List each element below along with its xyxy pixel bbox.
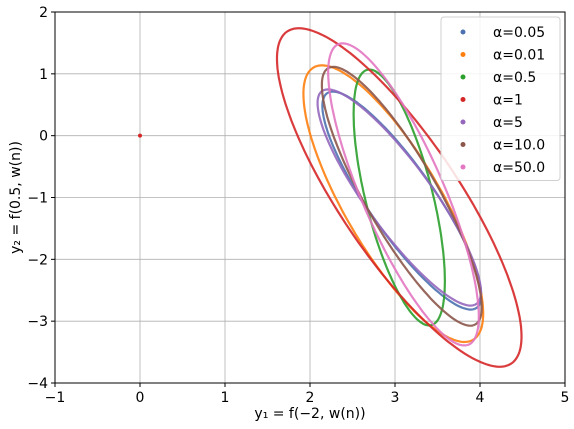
x-tick-label: 5 — [561, 390, 570, 406]
legend-label: α=10.0 — [493, 138, 545, 154]
series-ellipse — [275, 27, 523, 368]
legend-label: α=50.0 — [493, 160, 545, 176]
series-layer — [138, 27, 523, 368]
legend-marker — [460, 119, 466, 125]
legend-label: α=0.05 — [493, 25, 545, 41]
x-tick-label: 3 — [391, 390, 400, 406]
x-tick-label: 2 — [306, 390, 315, 406]
legend-marker — [460, 29, 466, 35]
legend-marker — [460, 52, 466, 57]
legend-marker — [460, 142, 466, 147]
series-ellipse — [327, 42, 480, 347]
y-tick-label: −1 — [27, 191, 48, 207]
x-tick-label: 4 — [476, 390, 485, 406]
y-axis-label: y₂ = f(0.5, w(n)) — [8, 141, 24, 254]
legend-marker — [460, 74, 466, 80]
x-tick-label: −1 — [45, 390, 66, 406]
x-tick-label: 0 — [136, 390, 145, 406]
y-tick-label: 2 — [39, 5, 48, 21]
legend-box — [440, 16, 561, 181]
y-tick-label: 0 — [39, 129, 48, 145]
axis-ticks: −1 0 1 2 3 4 5 −4 −3 −2 −1 0 1 2 — [27, 5, 569, 406]
legend-label: α=1 — [493, 93, 523, 109]
legend-marker — [460, 97, 466, 102]
x-axis-label: y₁ = f(−2, w(n)) — [254, 406, 365, 422]
y-tick-label: −3 — [27, 314, 48, 330]
start-point — [138, 133, 142, 138]
legend: α=0.05 α=0.01 α=0.5 α=1 α=5 α=10.0 α=50.0 — [440, 16, 561, 181]
y-tick-label: −4 — [27, 376, 48, 392]
x-tick-label: 1 — [221, 390, 230, 406]
y-tick-label: 1 — [39, 67, 48, 83]
legend-marker — [460, 164, 466, 170]
y-tick-label: −2 — [27, 252, 48, 268]
legend-label: α=0.01 — [493, 48, 545, 64]
legend-label: α=0.5 — [493, 70, 536, 86]
legend-label: α=5 — [493, 115, 523, 131]
